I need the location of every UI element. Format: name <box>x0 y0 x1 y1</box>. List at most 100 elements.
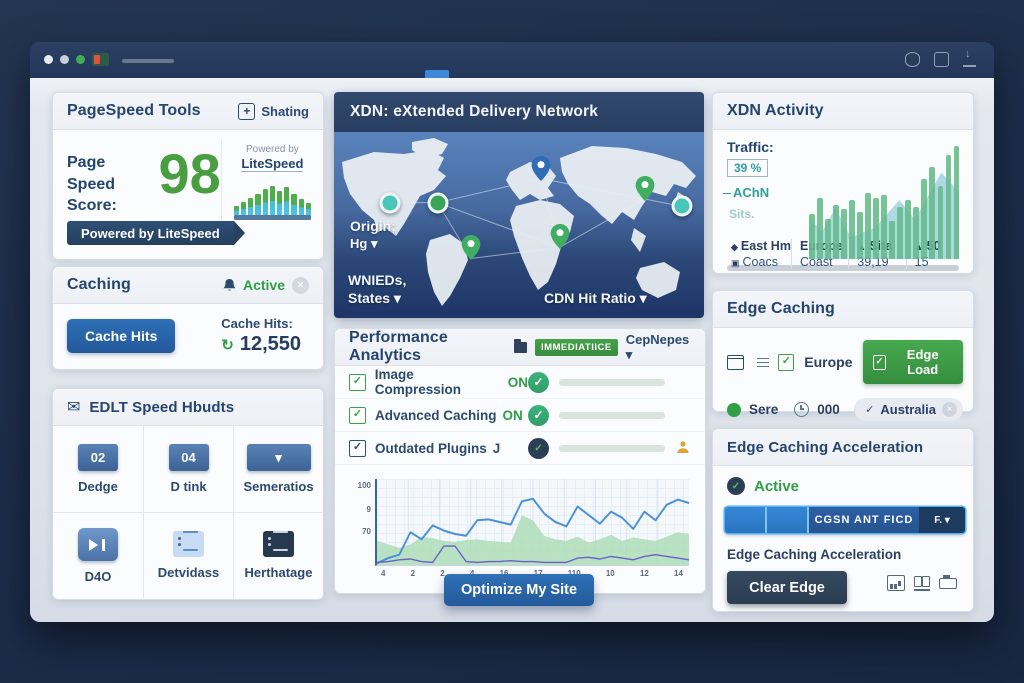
origin-value[interactable]: Hg ▾ <box>350 236 378 251</box>
checkbox-checked[interactable]: ✓ <box>349 439 366 457</box>
cdn-hit-ratio-dropdown[interactable]: CDN Hit Ratio ▾ <box>544 290 647 306</box>
analytics-row-image-compression[interactable]: ✓ Image Compression ON ✓ <box>335 366 705 399</box>
cache-hits-button[interactable]: Cache Hits <box>67 319 176 353</box>
pagespeed-tools-card: PageSpeed Tools + Shating Page Speed Sco… <box>52 92 324 260</box>
region-dropdown[interactable]: States ▾ <box>348 290 401 306</box>
bar-chart-icon[interactable] <box>887 575 905 591</box>
mini-bar <box>291 193 297 215</box>
map-pin[interactable] <box>531 155 551 181</box>
window-icon[interactable] <box>727 354 744 370</box>
pagespeed-mini-chart <box>233 179 312 220</box>
powered-by-small: Powered by <box>245 144 299 155</box>
bar-segment-end[interactable]: F. ▾ <box>919 507 965 533</box>
clear-edge-button[interactable]: Clear Edge <box>727 571 847 604</box>
printer-icon[interactable] <box>939 575 957 589</box>
score-label: Page Speed Score: <box>67 154 117 215</box>
world-map[interactable]: Origin; Hg ▾ WNIEDs, States ▾ CDN Hit Ra… <box>334 132 704 318</box>
map-pin[interactable] <box>550 224 570 250</box>
window-control-zoom[interactable] <box>76 55 85 64</box>
refresh-icon[interactable]: ↻ <box>221 336 234 354</box>
window-controls[interactable] <box>44 55 85 64</box>
xdn-title: XDN: eXtended Delivery Network <box>350 103 599 120</box>
tool-item-detvidass[interactable]: Detvidass <box>143 512 233 598</box>
traffic-scroll-track[interactable] <box>727 265 959 271</box>
map-pin[interactable] <box>671 195 693 217</box>
caching-card: Caching Active × Cache Hits Cache Hits: <box>52 266 324 370</box>
white-checkbox-icon: ✓ <box>872 354 887 370</box>
window-control-close[interactable] <box>44 55 53 64</box>
traffic-bar <box>921 178 927 259</box>
caching-status: Active <box>242 277 285 293</box>
acceleration-progress-bar[interactable]: CGSN ANT FICD F. ▾ <box>725 507 965 533</box>
map-pin[interactable] <box>635 175 655 201</box>
europe-checkbox[interactable]: ✓ <box>778 353 795 371</box>
download-icon[interactable] <box>963 48 976 67</box>
traffic-bar <box>857 211 863 259</box>
acceleration-title: Edge Caching Acceleration <box>727 438 924 456</box>
mini-bar <box>255 193 261 215</box>
tool-item-d4o[interactable]: D4O <box>53 512 143 598</box>
status-circle-check: ✓ <box>528 371 549 393</box>
tool-item-semeratios[interactable]: ▾ Semeratios <box>233 426 323 512</box>
tool-badge: 04 <box>168 444 209 471</box>
map-pin[interactable] <box>379 192 400 214</box>
chip-check-icon: ✓ <box>865 404 875 416</box>
view-icon[interactable] <box>905 52 920 67</box>
bell-icon <box>223 278 236 291</box>
optimize-my-site-button[interactable]: Optimize My Site <box>444 574 594 606</box>
sharing-button[interactable]: + Shating <box>238 102 309 120</box>
analytics-row-advanced-caching[interactable]: ✓ Advanced Caching ON ✓ <box>335 399 705 432</box>
traffic-bar <box>809 214 815 259</box>
close-icon[interactable]: × <box>292 276 309 294</box>
restore-icon[interactable] <box>934 52 949 67</box>
mini-bar <box>248 197 254 215</box>
book-icon[interactable] <box>914 575 930 591</box>
traffic-sub: Sits. <box>729 207 755 221</box>
traffic-bar <box>937 185 944 259</box>
mini-bar <box>269 185 275 215</box>
traffic-label: Traffic: <box>727 139 774 155</box>
caching-title: Caching <box>67 276 131 293</box>
sharing-label: Shating <box>261 103 309 119</box>
mini-bar <box>240 201 247 215</box>
analytics-row-outdated-plugins[interactable]: ✓ Outdated Plugins J ✓ <box>335 432 705 465</box>
traffic-bar <box>929 166 935 259</box>
tool-item-dedge[interactable]: 02 Dedge <box>53 426 143 512</box>
progress-track <box>559 444 665 452</box>
australia-chip[interactable]: ✓ Australia × <box>854 398 963 421</box>
map-pin[interactable] <box>461 235 481 261</box>
list-icon <box>173 531 204 557</box>
edge-load-button[interactable]: ✓ Edge Load <box>862 340 964 384</box>
checkbox-checked[interactable]: ✓ <box>349 373 366 391</box>
list-lines-icon[interactable] <box>754 356 769 369</box>
traffic-bar <box>913 207 919 259</box>
xdn-map-card: XDN: eXtended Delivery Network <box>334 92 704 318</box>
tab-marker <box>425 70 449 78</box>
score-value: 98 <box>158 142 221 205</box>
traffic-bar <box>905 200 911 259</box>
tool-item-herthatage[interactable]: Herthatage <box>233 512 323 598</box>
window-control-minimize[interactable] <box>60 55 69 64</box>
traffic-bar <box>825 218 831 259</box>
dashboard: PageSpeed Tools + Shating Page Speed Sco… <box>30 78 994 622</box>
map-pin[interactable] <box>427 192 449 214</box>
checkbox-checked[interactable]: ✓ <box>349 406 366 424</box>
mini-bar <box>276 190 283 215</box>
chip-remove-icon[interactable]: × <box>942 402 957 417</box>
bar-segment <box>767 507 809 533</box>
clock-value: 000 <box>817 402 840 417</box>
list-dark-icon <box>263 531 294 557</box>
traffic-bar <box>897 207 903 259</box>
tool-item-dtink[interactable]: 04 D tink <box>143 426 233 512</box>
tool-dropdown-bar[interactable]: ▾ <box>246 444 311 471</box>
sere-label: Sere <box>749 402 779 417</box>
immediate-badge: IMMEDIATIICE <box>534 338 618 356</box>
analytics-title: Performance Analytics <box>349 329 448 364</box>
edge-caching-title: Edge Caching <box>727 300 835 317</box>
tab-favicon <box>92 53 109 66</box>
tool-badge: 02 <box>78 444 118 471</box>
performance-line-chart: 100 9 70 <box>358 479 689 566</box>
progress-track <box>559 411 665 419</box>
bar-segment <box>725 507 767 533</box>
analytics-dropdown[interactable]: CepNepes ▾ <box>625 331 690 362</box>
